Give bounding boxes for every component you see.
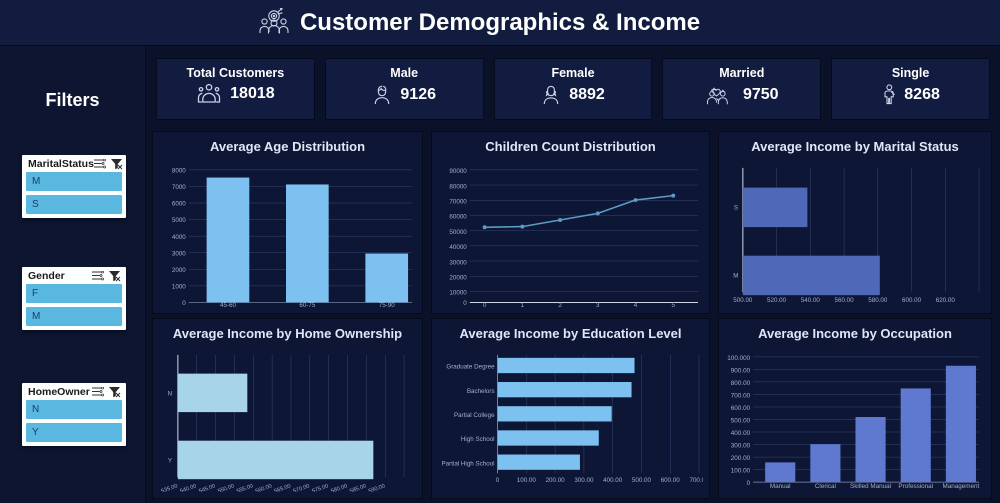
svg-text:8000: 8000 [172,168,186,175]
svg-text:300.00: 300.00 [731,443,751,450]
svg-text:560.00: 560.00 [255,483,273,492]
svg-text:7000: 7000 [172,184,186,191]
svg-text:700.00: 700.00 [731,392,751,399]
svg-text:540.00: 540.00 [179,483,197,492]
svg-text:540.00: 540.00 [801,297,821,304]
svg-text:60-75: 60-75 [299,302,315,307]
svg-text:580.00: 580.00 [868,297,888,304]
svg-text:3: 3 [596,302,600,307]
svg-text:600.00: 600.00 [731,405,751,412]
svg-text:45-60: 45-60 [220,302,236,307]
svg-text:6000: 6000 [172,201,186,208]
svg-text:550.00: 550.00 [217,483,235,492]
svg-text:620.00: 620.00 [936,297,956,304]
svg-text:Bachelors: Bachelors [467,388,495,395]
svg-text:M: M [733,272,738,279]
svg-text:Manual: Manual [770,483,791,490]
svg-text:High School: High School [461,436,495,443]
svg-text:300.00: 300.00 [574,477,594,484]
svg-text:2000: 2000 [172,267,186,274]
svg-text:Professional: Professional [898,483,933,490]
svg-text:80000: 80000 [449,183,467,190]
svg-text:Skilled Manual: Skilled Manual [850,483,891,490]
svg-text:100.00: 100.00 [731,468,751,475]
svg-text:700.00: 700.00 [689,477,703,484]
svg-text:Management: Management [943,483,980,490]
svg-text:545.00: 545.00 [198,483,216,492]
svg-text:600.00: 600.00 [661,477,681,484]
svg-text:4000: 4000 [172,234,186,241]
svg-text:585.00: 585.00 [349,483,367,492]
svg-text:560.00: 560.00 [835,297,855,304]
svg-text:535.00: 535.00 [161,483,179,492]
svg-text:590.00: 590.00 [368,483,386,492]
svg-text:Graduate Degree: Graduate Degree [446,364,495,371]
svg-text:1: 1 [521,302,525,307]
svg-text:0: 0 [483,302,487,307]
svg-text:60000: 60000 [449,214,467,221]
svg-text:900.00: 900.00 [731,367,751,374]
svg-text:10000: 10000 [449,290,467,297]
svg-text:565.00: 565.00 [274,483,292,492]
svg-text:400.00: 400.00 [603,477,623,484]
svg-text:0: 0 [463,300,467,307]
svg-text:100.000: 100.000 [727,355,750,362]
svg-text:200.00: 200.00 [546,477,566,484]
svg-text:50000: 50000 [449,229,467,236]
svg-text:90000: 90000 [449,168,467,175]
svg-text:40000: 40000 [449,244,467,251]
svg-text:30000: 30000 [449,259,467,266]
svg-text:400.00: 400.00 [731,430,751,437]
svg-text:1000: 1000 [172,284,186,291]
svg-text:Clerical: Clerical [815,483,836,490]
svg-text:5000: 5000 [172,217,186,224]
svg-text:800.00: 800.00 [731,380,751,387]
svg-text:S: S [734,204,738,211]
svg-text:70000: 70000 [449,199,467,206]
svg-text:570.00: 570.00 [293,483,311,492]
svg-text:575.00: 575.00 [311,483,329,492]
svg-text:Partial College: Partial College [454,412,495,419]
svg-text:2: 2 [558,302,562,307]
svg-text:0: 0 [496,477,500,484]
svg-text:5: 5 [671,302,675,307]
svg-text:Partial High School: Partial High School [442,460,495,467]
svg-text:580.00: 580.00 [330,483,348,492]
svg-text:75-90: 75-90 [379,302,395,307]
svg-text:100.00: 100.00 [517,477,537,484]
svg-text:0: 0 [747,480,751,487]
svg-text:4: 4 [634,302,638,307]
svg-text:600.00: 600.00 [902,297,922,304]
svg-text:0: 0 [182,300,186,307]
svg-text:Y: Y [168,457,173,464]
svg-text:500.00: 500.00 [632,477,652,484]
svg-text:20000: 20000 [449,274,467,281]
svg-text:500.00: 500.00 [733,297,753,304]
svg-text:200.00: 200.00 [731,455,751,462]
svg-text:3000: 3000 [172,250,186,257]
svg-text:555.00: 555.00 [236,483,254,492]
svg-text:N: N [168,390,173,397]
svg-text:500.00: 500.00 [731,418,751,425]
svg-text:520.00: 520.00 [767,297,787,304]
